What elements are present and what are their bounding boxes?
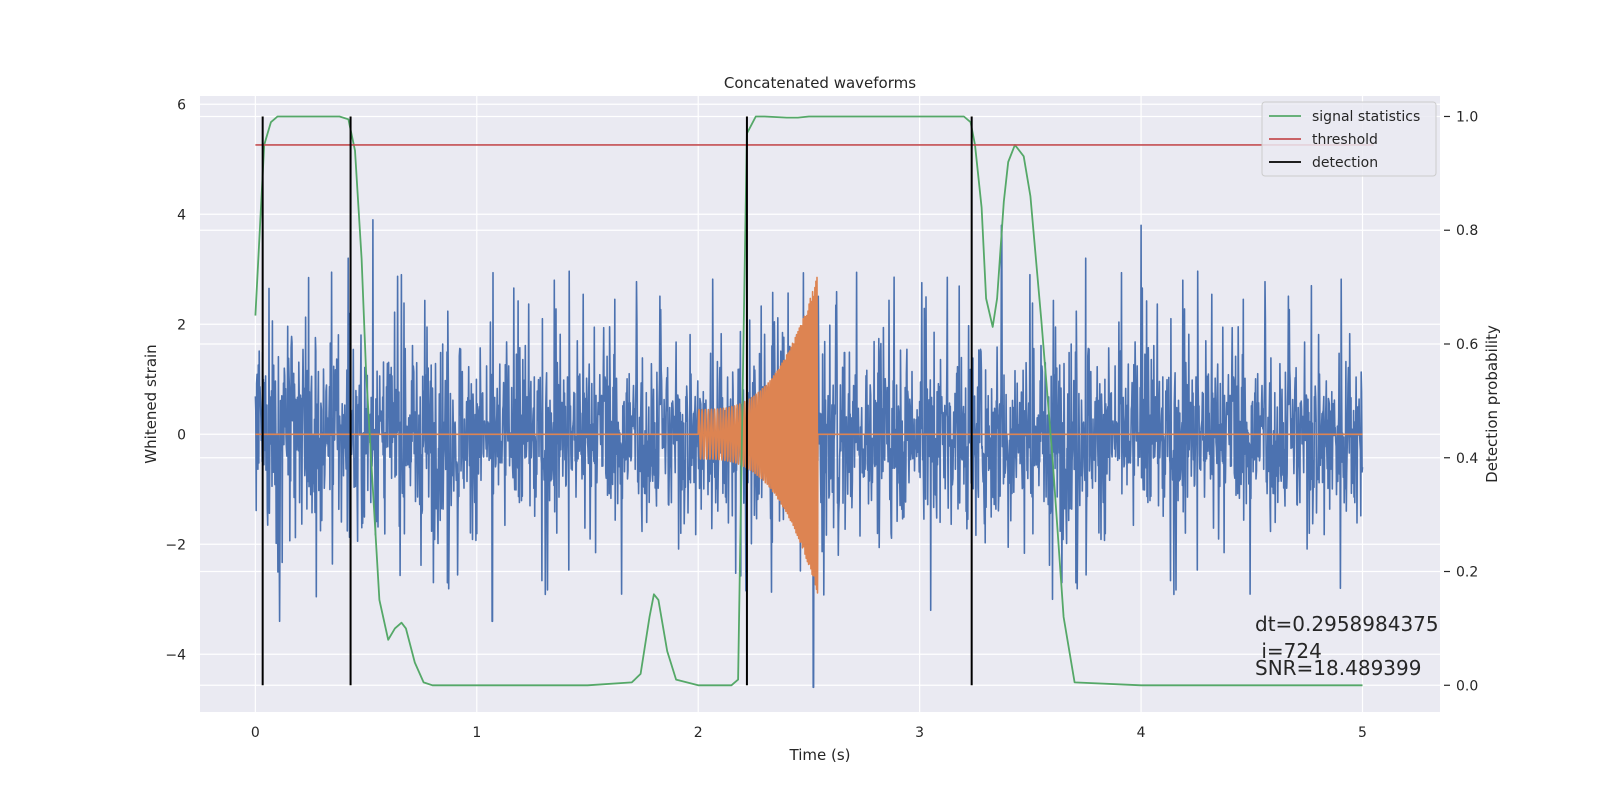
chart-title: Concatenated waveforms xyxy=(724,74,916,92)
y-left-ticks: −4 −2 0 2 4 6 xyxy=(165,97,186,663)
legend-label-threshold: threshold xyxy=(1312,132,1378,148)
x-tick-label: 1 xyxy=(472,725,481,741)
y-left-tick-label: 0 xyxy=(177,427,186,443)
y-left-tick-label: 4 xyxy=(177,207,186,223)
y-right-ticks: 0.0 0.2 0.4 0.6 0.8 1.0 xyxy=(1444,109,1478,694)
x-tick-label: 4 xyxy=(1137,725,1146,741)
y-right-tick-label: 1.0 xyxy=(1456,109,1478,125)
legend-label-signal-statistics: signal statistics xyxy=(1312,109,1420,125)
y-right-tick-label: 0.0 xyxy=(1456,678,1478,694)
y-right-tick-label: 0.8 xyxy=(1456,223,1478,239)
annotation-dt: dt=0.2958984375 xyxy=(1255,612,1439,636)
x-ticks: 0 1 2 3 4 5 xyxy=(251,725,1367,741)
detection-lines xyxy=(261,116,973,686)
x-axis-label: Time (s) xyxy=(789,746,851,764)
x-tick-label: 5 xyxy=(1358,725,1367,741)
y-right-tick-label: 0.6 xyxy=(1456,337,1478,353)
y-right-tick-label: 0.2 xyxy=(1456,565,1478,581)
x-tick-label: 0 xyxy=(251,725,260,741)
legend-box xyxy=(1261,101,1437,177)
y-left-tick-label: −2 xyxy=(165,537,186,553)
signal-statistics-line xyxy=(254,115,1363,687)
y-left-tick-label: −4 xyxy=(165,647,186,663)
y-axis-label-left: Whitened strain xyxy=(142,344,160,463)
annotation-snr: SNR=18.489399 xyxy=(1255,656,1421,680)
y-left-tick-label: 2 xyxy=(177,317,186,333)
y-left-tick-label: 6 xyxy=(177,97,186,113)
legend-label-detection: detection xyxy=(1312,155,1378,171)
x-tick-label: 2 xyxy=(694,725,703,741)
y-right-tick-label: 0.4 xyxy=(1456,451,1478,467)
y-axis-label-right: Detection probability xyxy=(1483,325,1501,483)
chirp-series-line xyxy=(255,276,1363,594)
legend: signal statistics threshold detection xyxy=(1261,101,1437,177)
x-tick-label: 3 xyxy=(915,725,924,741)
annotation-index: i=724 xyxy=(1255,639,1322,663)
